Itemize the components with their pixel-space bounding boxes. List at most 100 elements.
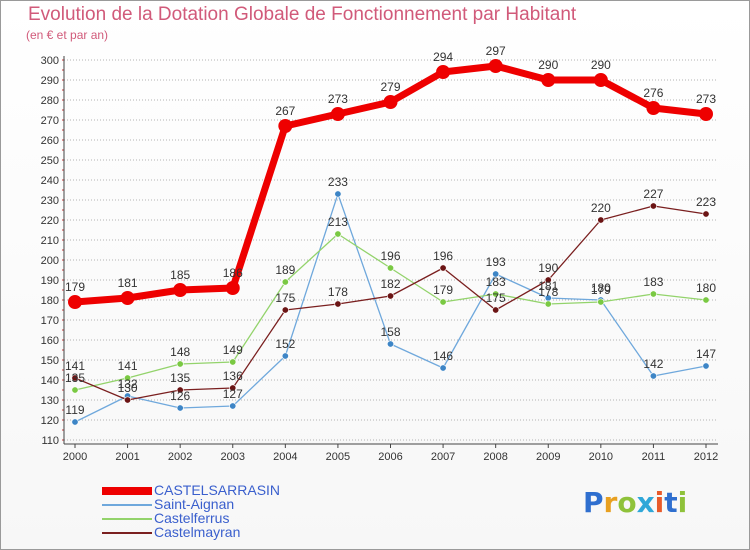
y-tick-label: 210 bbox=[41, 235, 59, 247]
data-point-castelmayran bbox=[229, 384, 237, 392]
legend-label: Saint-Aignan bbox=[154, 496, 235, 512]
data-label-castelferrus: 179 bbox=[591, 283, 611, 297]
legend-swatch bbox=[102, 532, 152, 534]
data-label-castelmayran: 182 bbox=[380, 277, 400, 291]
data-point-saint-aignan bbox=[176, 404, 184, 412]
data-point-castelsarrasin bbox=[225, 281, 240, 295]
x-tick-label: 2007 bbox=[431, 451, 455, 463]
data-label-castelmayran: 135 bbox=[170, 371, 190, 385]
y-tick-label: 150 bbox=[41, 355, 59, 367]
x-tick-label: 2005 bbox=[326, 451, 350, 463]
x-tick-label: 2012 bbox=[694, 451, 718, 463]
data-point-saint-aignan bbox=[229, 402, 237, 410]
y-tick-label: 250 bbox=[41, 155, 59, 167]
data-point-castelferrus bbox=[229, 358, 237, 366]
data-label-castelmayran: 220 bbox=[591, 201, 611, 215]
data-point-castelsarrasin bbox=[593, 73, 608, 87]
data-point-castelmayran bbox=[649, 202, 657, 210]
y-tick-label: 110 bbox=[41, 435, 59, 447]
data-label-saint-aignan: 158 bbox=[380, 325, 400, 339]
data-point-castelmayran bbox=[702, 210, 710, 218]
y-tick-label: 190 bbox=[41, 275, 59, 287]
data-point-saint-aignan bbox=[492, 270, 500, 278]
y-tick-label: 180 bbox=[41, 295, 59, 307]
data-label-castelmayran: 178 bbox=[328, 285, 348, 299]
data-label-castelmayran: 141 bbox=[65, 359, 85, 373]
data-point-castelmayran bbox=[176, 386, 184, 394]
data-label-castelferrus: 180 bbox=[696, 281, 716, 295]
data-label-castelsarrasin: 179 bbox=[65, 280, 85, 294]
series-lines bbox=[68, 59, 713, 426]
data-point-saint-aignan bbox=[649, 372, 657, 380]
x-tick-label: 2003 bbox=[221, 451, 245, 463]
data-label-castelferrus: 148 bbox=[170, 345, 190, 359]
data-label-castelferrus: 179 bbox=[433, 283, 453, 297]
data-label-saint-aignan: 142 bbox=[643, 357, 663, 371]
data-point-castelferrus bbox=[492, 290, 500, 298]
y-tick-label: 120 bbox=[41, 415, 59, 427]
data-point-castelsarrasin bbox=[699, 107, 713, 121]
data-point-castelmayran bbox=[439, 264, 447, 272]
data-point-castelsarrasin bbox=[278, 119, 293, 133]
data-label-castelsarrasin: 294 bbox=[433, 50, 453, 64]
data-point-castelmayran bbox=[124, 396, 132, 404]
data-label-saint-aignan: 127 bbox=[223, 387, 243, 401]
data-label-castelsarrasin: 185 bbox=[170, 268, 190, 282]
data-label-castelsarrasin: 290 bbox=[538, 58, 558, 72]
data-label-castelsarrasin: 267 bbox=[275, 104, 295, 118]
legend-swatch bbox=[102, 504, 152, 506]
data-label-castelsarrasin: 297 bbox=[486, 44, 506, 58]
data-point-castelferrus bbox=[649, 290, 657, 298]
axes: 110 120 130 140 150 160 170 180 190 200 210 220 230 2… bbox=[41, 55, 719, 463]
x-tick-label: 2002 bbox=[168, 451, 192, 463]
data-point-castelsarrasin bbox=[330, 107, 345, 121]
y-tick-label: 270 bbox=[41, 115, 59, 127]
x-tick-label: 2000 bbox=[63, 451, 87, 463]
data-label-castelmayran: 196 bbox=[433, 249, 453, 263]
y-tick-label: 170 bbox=[41, 315, 59, 327]
data-label-castelmayran: 130 bbox=[118, 381, 138, 395]
data-label-saint-aignan: 147 bbox=[696, 347, 716, 361]
data-label-castelmayran: 175 bbox=[486, 291, 506, 305]
data-label-castelferrus: 149 bbox=[223, 343, 243, 357]
data-label-castelmayran: 136 bbox=[223, 369, 243, 383]
data-point-castelferrus bbox=[281, 278, 289, 286]
data-label-castelferrus: 183 bbox=[643, 275, 663, 289]
data-point-castelferrus bbox=[386, 264, 394, 272]
data-point-castelsarrasin bbox=[541, 73, 556, 87]
data-point-castelferrus bbox=[439, 298, 447, 306]
data-point-castelferrus bbox=[176, 360, 184, 368]
data-point-castelferrus bbox=[124, 374, 132, 382]
data-point-saint-aignan bbox=[281, 352, 289, 360]
data-label-castelferrus: 183 bbox=[486, 275, 506, 289]
data-point-castelmayran bbox=[386, 292, 394, 300]
y-tick-label: 300 bbox=[41, 55, 59, 67]
data-label-castelmayran: 223 bbox=[696, 195, 716, 209]
data-point-saint-aignan bbox=[386, 340, 394, 348]
data-point-castelferrus bbox=[597, 298, 605, 306]
data-point-castelferrus bbox=[544, 300, 552, 308]
data-label-castelferrus: 189 bbox=[275, 263, 295, 277]
data-labels: 119 132 126 127 152 233 158 146 193 181 180 142 147 1… bbox=[65, 44, 716, 417]
data-label-saint-aignan: 132 bbox=[118, 377, 138, 391]
data-label-castelsarrasin: 273 bbox=[328, 92, 348, 106]
data-point-castelmayran bbox=[544, 276, 552, 284]
data-label-castelsarrasin: 276 bbox=[643, 86, 663, 100]
data-label-castelferrus: 141 bbox=[118, 359, 138, 373]
x-tick-label: 2008 bbox=[483, 451, 507, 463]
y-tick-label: 130 bbox=[41, 395, 59, 407]
grid-lines bbox=[64, 59, 718, 441]
series-line-saint-aignan bbox=[74, 193, 707, 423]
data-point-castelsarrasin bbox=[383, 95, 398, 109]
chart-subtitle: (en € et par an) bbox=[26, 28, 109, 42]
legend-label: CASTELSARRASIN bbox=[154, 482, 281, 498]
data-point-castelmayran bbox=[597, 216, 605, 224]
data-label-saint-aignan: 152 bbox=[275, 337, 295, 351]
data-point-castelsarrasin bbox=[68, 295, 82, 309]
y-tick-label: 240 bbox=[41, 175, 59, 187]
legend-swatch bbox=[102, 487, 152, 495]
data-point-saint-aignan bbox=[71, 418, 79, 426]
data-label-castelferrus: 213 bbox=[328, 215, 348, 229]
data-label-saint-aignan: 233 bbox=[328, 175, 348, 189]
